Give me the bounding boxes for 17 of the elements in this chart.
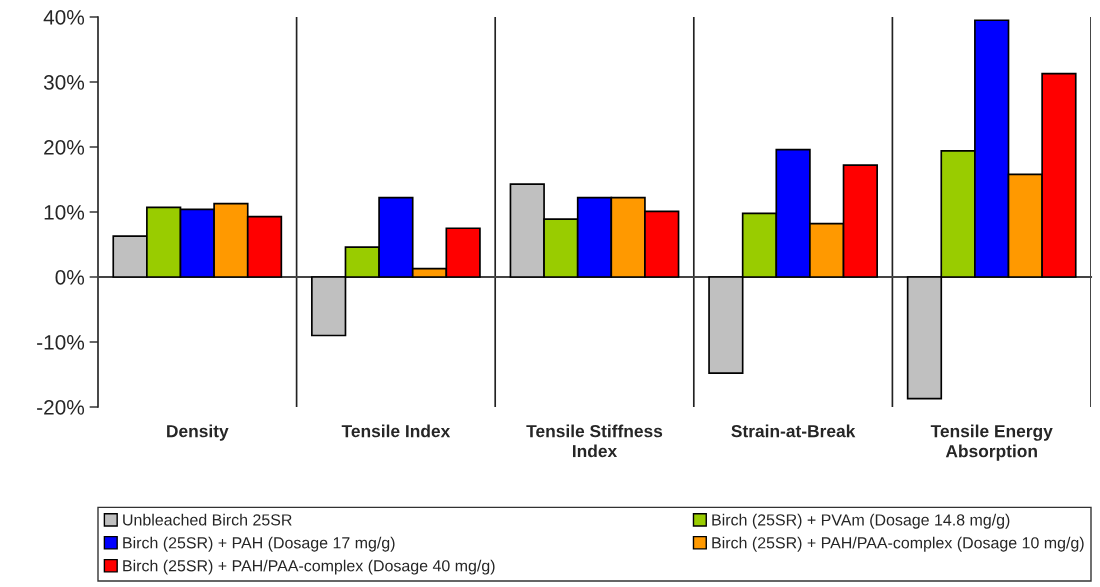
- legend-label: Birch (25SR) + PAH/PAA-complex (Dosage 40 mg/g): [123, 559, 495, 575]
- y-tick-label: 20%: [44, 140, 85, 155]
- x-tick-label: Density: [167, 424, 229, 441]
- y-tick-label: 0%: [55, 270, 85, 285]
- legend-label: Birch (25SR) + PVAm (Dosage 14.8 mg/g): [712, 513, 1010, 529]
- y-tick-label: 30%: [43, 75, 85, 90]
- legend-label: Birch (25SR) + PAH (Dosage 17 mg/g): [123, 536, 395, 552]
- y-tick-label: 40%: [43, 10, 85, 25]
- x-tick-label: Strain-at-Break: [731, 424, 856, 438]
- x-tick-label: Tensile Stiffness Index: [526, 424, 663, 458]
- y-tick-label: 10%: [44, 205, 85, 220]
- legend-label: Unbleached Birch 25SR: [123, 513, 292, 526]
- x-tick-label: Tensile Energy Absorption: [930, 424, 1053, 461]
- y-tick-label: -20%: [37, 400, 85, 415]
- legend-label: Birch (25SR) + PAH/PAA-complex (Dosage 10 mg/g): [712, 536, 1084, 552]
- x-tick-label: Tensile Index: [341, 424, 451, 438]
- y-tick-label: -10%: [37, 335, 85, 350]
